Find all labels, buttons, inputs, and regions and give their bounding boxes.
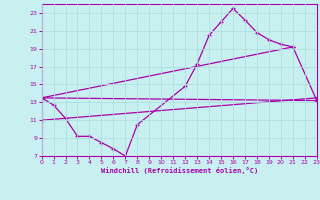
X-axis label: Windchill (Refroidissement éolien,°C): Windchill (Refroidissement éolien,°C): [100, 167, 258, 174]
